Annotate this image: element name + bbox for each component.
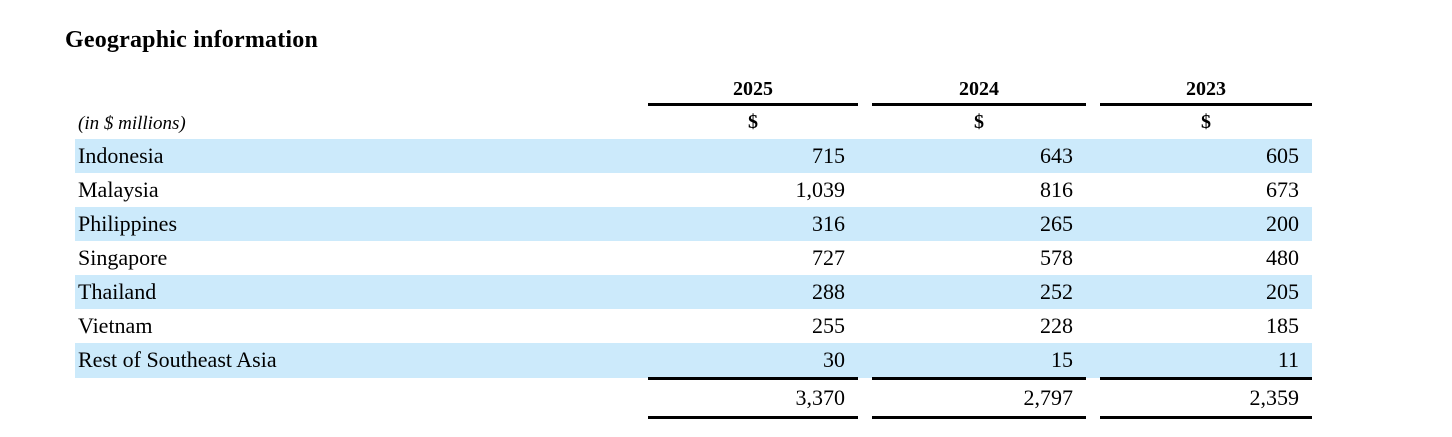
cell-value: 288: [648, 274, 858, 309]
year-header-2025: 2025: [648, 78, 858, 106]
total-row-spacer: [75, 378, 648, 417]
total-row: 3,370 2,797 2,359: [75, 376, 1312, 419]
cell-value: 727: [812, 244, 845, 270]
column-gap: [858, 342, 872, 378]
column-gap: [1086, 309, 1100, 343]
table-row-indonesia: Indonesia 715 643 605: [75, 138, 1312, 173]
row-label: Rest of Southeast Asia: [75, 342, 648, 378]
cell-value: 228: [1040, 312, 1073, 338]
table-row-singapore: Singapore 727 578 480: [75, 241, 1312, 275]
cell-value: 715: [648, 138, 858, 173]
currency-symbol-2025: $: [748, 110, 758, 133]
column-gap: [858, 378, 872, 417]
year-header-row: 2025 2024 2023: [75, 78, 1312, 106]
row-label: Thailand: [75, 274, 648, 309]
cell-value: 255: [812, 312, 845, 338]
row-label: Singapore: [78, 244, 168, 270]
row-label: Malaysia: [78, 176, 159, 202]
column-gap: [1086, 342, 1100, 378]
currency-symbol-2024: $: [974, 110, 984, 133]
section-title: Geographic information: [65, 27, 319, 53]
cell-value: 252: [872, 274, 1086, 309]
column-gap: [1086, 78, 1100, 105]
table-row-rest-of-southeast-asia: Rest of Southeast Asia 30 15 11: [75, 342, 1312, 378]
table-row-vietnam: Vietnam 255 228 185: [75, 309, 1312, 343]
column-gap: [858, 206, 872, 241]
column-gap: [1086, 138, 1100, 173]
row-label: Philippines: [75, 206, 648, 241]
total-value: 2,797: [872, 376, 1086, 419]
cell-value: 643: [872, 138, 1086, 173]
cell-value: 605: [1100, 138, 1312, 173]
column-gap: [858, 309, 872, 343]
cell-value: 816: [1040, 176, 1073, 202]
table-row-philippines: Philippines 316 265 200: [75, 206, 1312, 241]
total-value: 3,370: [648, 376, 858, 419]
column-gap: [858, 173, 872, 207]
currency-header-row: (in $ millions) $ $ $: [75, 105, 1312, 139]
cell-value: 15: [872, 342, 1086, 378]
column-gap: [1086, 206, 1100, 241]
cell-value: 673: [1266, 176, 1299, 202]
cell-value: 11: [1100, 342, 1312, 378]
cell-value: 205: [1100, 274, 1312, 309]
column-gap: [858, 78, 872, 105]
year-header-2024: 2024: [872, 78, 1086, 106]
column-gap: [1086, 378, 1100, 417]
unit-label: (in $ millions): [78, 112, 186, 134]
year-header-2023: 2023: [1100, 78, 1312, 106]
column-gap: [1086, 241, 1100, 275]
cell-value: 185: [1266, 312, 1299, 338]
column-gap: [1086, 274, 1100, 309]
row-label: Vietnam: [78, 312, 153, 338]
column-gap: [858, 274, 872, 309]
cell-value: 1,039: [795, 176, 846, 202]
cell-value: 265: [872, 206, 1086, 241]
table-row-thailand: Thailand 288 252 205: [75, 274, 1312, 309]
column-gap: [858, 105, 872, 139]
column-gap: [858, 241, 872, 275]
cell-value: 316: [648, 206, 858, 241]
cell-value: 200: [1100, 206, 1312, 241]
column-gap: [1086, 173, 1100, 207]
cell-value: 480: [1266, 244, 1299, 270]
geographic-information-table: 2025 2024 2023 (in $ millions) $ $ $ Ind…: [75, 78, 1312, 419]
table-row-malaysia: Malaysia 1,039 816 673: [75, 173, 1312, 207]
currency-symbol-2023: $: [1201, 110, 1211, 133]
cell-value: 30: [648, 342, 858, 378]
column-gap: [858, 138, 872, 173]
total-value: 2,359: [1100, 376, 1312, 419]
year-header-spacer: [75, 78, 648, 105]
row-label: Indonesia: [75, 138, 648, 173]
column-gap: [1086, 105, 1100, 139]
cell-value: 578: [1040, 244, 1073, 270]
